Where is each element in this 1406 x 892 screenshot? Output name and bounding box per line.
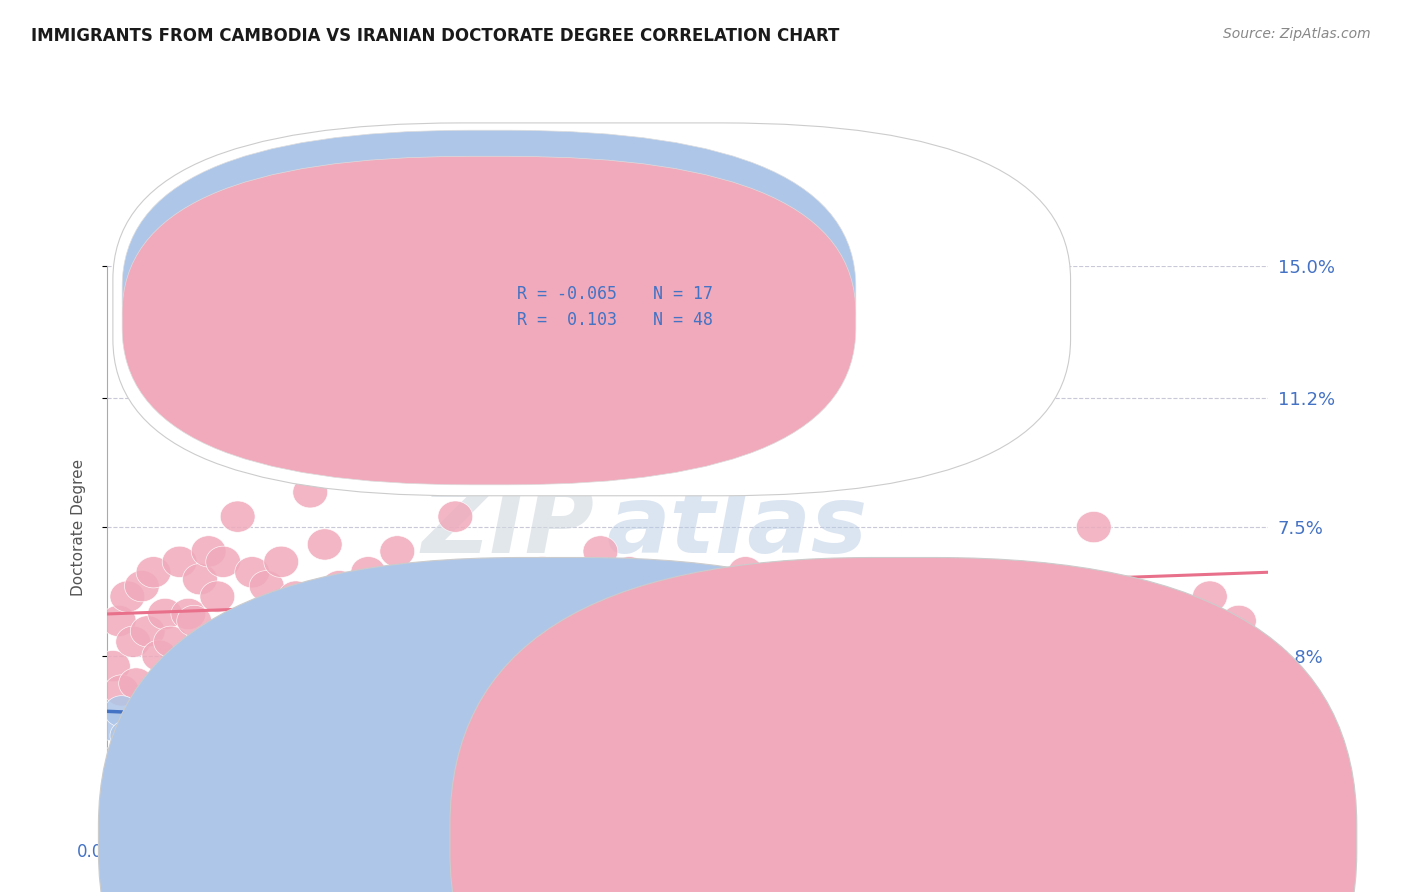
Ellipse shape [960, 591, 995, 623]
Ellipse shape [1135, 755, 1170, 786]
Ellipse shape [172, 599, 205, 630]
Ellipse shape [177, 606, 211, 637]
Ellipse shape [292, 476, 328, 508]
Ellipse shape [612, 557, 647, 588]
Ellipse shape [153, 626, 188, 657]
Text: atlas: atlas [606, 481, 868, 573]
Ellipse shape [264, 546, 298, 577]
FancyBboxPatch shape [112, 123, 1070, 496]
Ellipse shape [125, 731, 159, 762]
Ellipse shape [728, 557, 763, 588]
Ellipse shape [142, 640, 177, 672]
Ellipse shape [1222, 606, 1257, 637]
Text: IMMIGRANTS FROM CAMBODIA VS IRANIAN DOCTORATE DEGREE CORRELATION CHART: IMMIGRANTS FROM CAMBODIA VS IRANIAN DOCT… [31, 27, 839, 45]
Text: 0.0%: 0.0% [77, 843, 120, 861]
Ellipse shape [249, 571, 284, 602]
Ellipse shape [104, 675, 139, 706]
FancyBboxPatch shape [122, 156, 856, 485]
Ellipse shape [352, 557, 385, 588]
Text: 40.0%: 40.0% [1277, 843, 1329, 861]
Ellipse shape [200, 716, 235, 747]
Ellipse shape [101, 744, 136, 776]
Text: R =  0.103: R = 0.103 [517, 311, 617, 329]
Ellipse shape [162, 723, 197, 755]
Ellipse shape [496, 571, 531, 602]
Ellipse shape [409, 581, 444, 612]
Text: N = 17: N = 17 [652, 285, 713, 303]
Ellipse shape [322, 571, 357, 602]
Ellipse shape [1192, 581, 1227, 612]
Ellipse shape [235, 557, 270, 588]
Text: ZIP: ZIP [422, 481, 595, 573]
Y-axis label: Doctorate Degree: Doctorate Degree [72, 458, 86, 596]
Ellipse shape [205, 546, 240, 577]
Ellipse shape [191, 536, 226, 567]
Ellipse shape [107, 758, 142, 789]
Ellipse shape [96, 709, 131, 741]
Ellipse shape [903, 581, 936, 612]
Text: R = -0.065: R = -0.065 [517, 285, 617, 303]
Ellipse shape [524, 557, 560, 588]
Ellipse shape [1018, 696, 1053, 727]
Ellipse shape [104, 696, 139, 727]
Ellipse shape [671, 738, 704, 769]
Ellipse shape [200, 581, 235, 612]
Ellipse shape [115, 626, 150, 657]
Ellipse shape [101, 606, 136, 637]
Ellipse shape [278, 581, 314, 612]
Ellipse shape [380, 536, 415, 567]
Ellipse shape [115, 738, 150, 769]
Ellipse shape [1178, 762, 1213, 793]
Ellipse shape [308, 529, 342, 560]
Ellipse shape [844, 372, 879, 404]
Ellipse shape [96, 650, 131, 681]
Text: Iranians: Iranians [946, 831, 1007, 846]
Ellipse shape [1077, 511, 1111, 542]
Ellipse shape [221, 501, 254, 533]
Ellipse shape [118, 668, 153, 699]
Ellipse shape [583, 536, 617, 567]
Ellipse shape [131, 615, 165, 647]
Ellipse shape [142, 741, 177, 772]
Ellipse shape [1236, 661, 1271, 692]
Ellipse shape [467, 591, 502, 623]
Ellipse shape [191, 685, 226, 716]
Ellipse shape [177, 755, 211, 786]
Ellipse shape [786, 564, 821, 595]
Ellipse shape [671, 640, 704, 672]
Ellipse shape [437, 501, 472, 533]
Ellipse shape [554, 581, 589, 612]
FancyBboxPatch shape [122, 130, 856, 458]
Ellipse shape [162, 546, 197, 577]
Text: Immigrants from Cambodia: Immigrants from Cambodia [595, 831, 806, 846]
Ellipse shape [125, 571, 159, 602]
Ellipse shape [134, 751, 169, 782]
Ellipse shape [136, 557, 172, 588]
Ellipse shape [110, 720, 145, 751]
Ellipse shape [148, 709, 183, 741]
Ellipse shape [118, 762, 153, 793]
Text: Source: ZipAtlas.com: Source: ZipAtlas.com [1223, 27, 1371, 41]
Text: N = 48: N = 48 [652, 311, 713, 329]
Ellipse shape [110, 581, 145, 612]
Ellipse shape [183, 564, 218, 595]
Ellipse shape [148, 599, 183, 630]
